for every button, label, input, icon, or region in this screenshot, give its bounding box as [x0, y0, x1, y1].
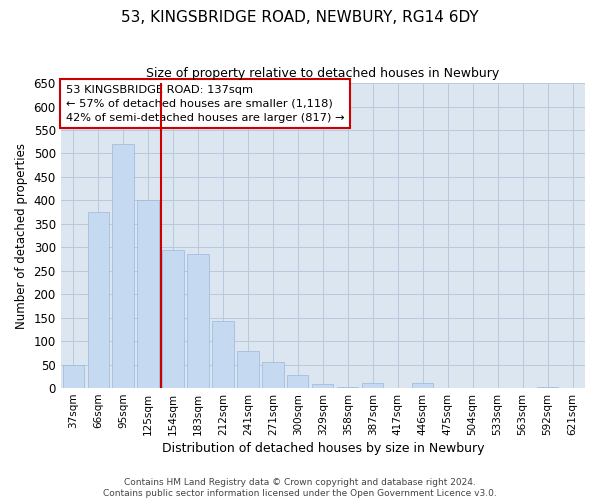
- Text: 53, KINGSBRIDGE ROAD, NEWBURY, RG14 6DY: 53, KINGSBRIDGE ROAD, NEWBURY, RG14 6DY: [121, 10, 479, 25]
- Bar: [362, 384, 383, 388]
- Bar: [312, 384, 334, 388]
- Bar: [163, 250, 184, 388]
- Bar: [537, 387, 558, 388]
- Bar: [212, 321, 233, 388]
- Bar: [137, 200, 158, 388]
- Bar: [88, 212, 109, 388]
- Bar: [238, 350, 259, 388]
- Bar: [262, 362, 284, 388]
- Title: Size of property relative to detached houses in Newbury: Size of property relative to detached ho…: [146, 68, 499, 80]
- Bar: [112, 144, 134, 388]
- X-axis label: Distribution of detached houses by size in Newbury: Distribution of detached houses by size …: [161, 442, 484, 455]
- Bar: [412, 384, 433, 388]
- Bar: [62, 364, 84, 388]
- Text: Contains HM Land Registry data © Crown copyright and database right 2024.
Contai: Contains HM Land Registry data © Crown c…: [103, 478, 497, 498]
- Text: 53 KINGSBRIDGE ROAD: 137sqm
← 57% of detached houses are smaller (1,118)
42% of : 53 KINGSBRIDGE ROAD: 137sqm ← 57% of det…: [66, 84, 344, 122]
- Bar: [287, 375, 308, 388]
- Y-axis label: Number of detached properties: Number of detached properties: [15, 142, 28, 328]
- Bar: [337, 386, 358, 388]
- Bar: [187, 254, 209, 388]
